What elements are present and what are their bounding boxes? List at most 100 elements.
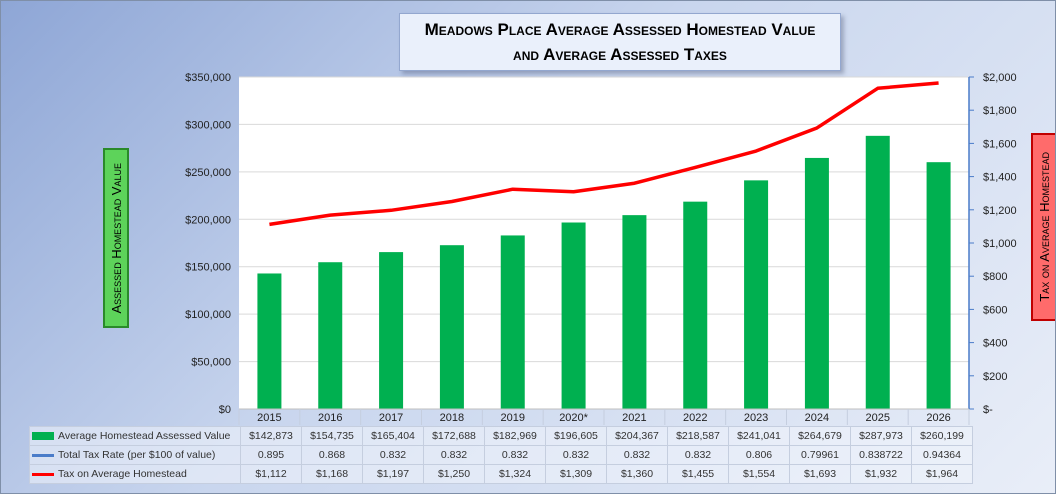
x-tick-label: 2024 — [805, 412, 829, 424]
y2-tick-label: $1,000 — [983, 238, 1017, 250]
bar — [683, 201, 708, 409]
table-cell: $1,932 — [850, 464, 912, 484]
y2-tick-label: $1,800 — [983, 105, 1017, 117]
table-row: Average Homestead Assessed Value $142,873… — [29, 426, 973, 446]
table-cell: $1,964 — [911, 464, 973, 484]
y2-axis-title: Tax on Average Homestead — [1036, 152, 1052, 302]
table-cell: $182,969 — [484, 426, 546, 446]
y-tick-label: $100,000 — [185, 309, 231, 321]
table-cell: $1,197 — [362, 464, 424, 484]
legend-cell: Average Homestead Assessed Value — [29, 426, 241, 446]
x-tick-label: 2018 — [440, 412, 464, 424]
y2-axis-title-box: Tax on Average Homestead — [1031, 133, 1055, 321]
y2-tick-label: $2,000 — [983, 72, 1017, 84]
bar — [257, 273, 282, 409]
x-tick-label: 2017 — [379, 412, 403, 424]
bar — [926, 162, 951, 409]
table-cell: $1,112 — [240, 464, 302, 484]
table-cell: $241,041 — [728, 426, 790, 446]
plot-area — [239, 77, 969, 409]
table-cell: 0.832 — [606, 445, 668, 465]
table-cell: $218,587 — [667, 426, 729, 446]
legend-cell: Total Tax Rate (per $100 of value) — [29, 445, 241, 465]
chart-title-line-2: and Average Assessed Taxes — [513, 45, 727, 64]
y-axis-title-box: Assessed Homestead Value — [103, 148, 129, 328]
chart-title: Meadows Place Average Assessed Homestead… — [399, 13, 841, 71]
table-cell: 0.832 — [667, 445, 729, 465]
y-tick-label: $300,000 — [185, 119, 231, 131]
x-tick-label: 2023 — [744, 412, 768, 424]
legend-key — [32, 432, 54, 441]
y2-tick-label: $1,400 — [983, 172, 1017, 184]
x-tick-label: 2026 — [926, 412, 950, 424]
y2-tick-label: $400 — [983, 338, 1007, 350]
table-cell: $154,735 — [301, 426, 363, 446]
table-cell: $1,309 — [545, 464, 607, 484]
table-cell: $1,360 — [606, 464, 668, 484]
legend-cell: Tax on Average Homestead — [29, 464, 241, 484]
y-axis-title: Assessed Homestead Value — [108, 162, 124, 314]
table-cell: $165,404 — [362, 426, 424, 446]
x-tick-label: 2022 — [683, 412, 707, 424]
y-tick-label: $0 — [219, 404, 231, 416]
x-tick-label: 2016 — [318, 412, 342, 424]
bar — [318, 262, 343, 409]
bar — [500, 235, 525, 409]
y2-tick-label: $200 — [983, 371, 1007, 383]
y-tick-label: $350,000 — [185, 72, 231, 84]
table-cell: 0.868 — [301, 445, 363, 465]
table-cell: $172,688 — [423, 426, 485, 446]
table-cell: $1,693 — [789, 464, 851, 484]
table-cell: $287,973 — [850, 426, 912, 446]
table-cell: $260,199 — [911, 426, 973, 446]
x-tick-label: 2019 — [501, 412, 525, 424]
y2-tick-label: $1,200 — [983, 205, 1017, 217]
y2-tick-label: $800 — [983, 271, 1007, 283]
legend-key — [32, 472, 54, 476]
bar — [379, 252, 404, 409]
table-cell: $204,367 — [606, 426, 668, 446]
y-tick-label: $200,000 — [185, 214, 231, 226]
data-table: Average Homestead Assessed Value $142,873… — [29, 426, 973, 484]
table-cell: $1,168 — [301, 464, 363, 484]
x-tick-label: 2025 — [866, 412, 890, 424]
table-cell: $1,324 — [484, 464, 546, 484]
table-cell: 0.832 — [362, 445, 424, 465]
table-cell: 0.94364 — [911, 445, 973, 465]
table-cell: $142,873 — [240, 426, 302, 446]
table-cell: $1,554 — [728, 464, 790, 484]
bar — [865, 135, 890, 409]
table-cell: 0.838722 — [850, 445, 912, 465]
legend-label: Total Tax Rate (per $100 of value) — [58, 449, 216, 461]
y2-tick-label: $- — [983, 404, 993, 416]
table-row: Tax on Average Homestead $1,112 $1,168 $1,1… — [29, 464, 973, 484]
y-tick-label: $250,000 — [185, 167, 231, 179]
bar — [622, 215, 647, 409]
y-tick-label: $50,000 — [191, 357, 231, 369]
tax-line — [269, 81, 939, 227]
x-tick-label: 2021 — [622, 412, 646, 424]
table-cell: 0.832 — [545, 445, 607, 465]
bar — [804, 157, 829, 409]
y2-tick-label: $600 — [983, 304, 1007, 316]
table-cell: 0.832 — [423, 445, 485, 465]
legend-label: Tax on Average Homestead — [58, 468, 187, 480]
table-cell: 0.806 — [728, 445, 790, 465]
chart-title-line-1: Meadows Place Average Assessed Homestead… — [424, 20, 816, 39]
bar — [744, 180, 769, 409]
table-cell: $1,455 — [667, 464, 729, 484]
bar — [561, 222, 586, 409]
table-cell: 0.832 — [484, 445, 546, 465]
table-cell: 0.895 — [240, 445, 302, 465]
y-tick-label: $150,000 — [185, 262, 231, 274]
table-cell: $264,679 — [789, 426, 851, 446]
table-row: Total Tax Rate (per $100 of value) 0.895 0… — [29, 445, 973, 465]
legend-label: Average Homestead Assessed Value — [58, 430, 231, 442]
table-cell: $1,250 — [423, 464, 485, 484]
table-cell: 0.79961 — [789, 445, 851, 465]
table-cell: $196,605 — [545, 426, 607, 446]
x-tick-label: 2020* — [559, 412, 588, 424]
bar — [439, 245, 464, 409]
